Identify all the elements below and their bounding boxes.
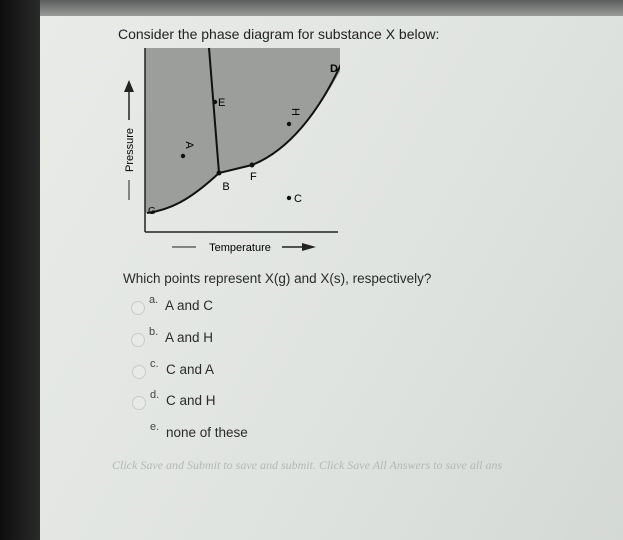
point-dot	[180, 153, 186, 159]
option-text[interactable]: C and A	[166, 361, 215, 377]
axis-arrowhead	[302, 243, 316, 251]
point-label: D	[330, 63, 338, 75]
option-letter: d.	[150, 389, 160, 402]
option-text[interactable]: none of these	[166, 425, 248, 441]
point-label: C	[294, 193, 302, 205]
option-letter: c.	[150, 357, 159, 370]
point-label: B	[222, 181, 229, 193]
phase-diagram: A B C D E F G H Pressure Temperature	[124, 47, 340, 254]
option-text[interactable]: A and C	[165, 298, 214, 313]
point-dot	[286, 195, 292, 201]
axis-label: Pressure	[124, 128, 136, 172]
point-dot	[212, 99, 218, 105]
point-label: G	[148, 206, 156, 217]
option-letter: a.	[149, 294, 159, 306]
point-label: F	[250, 171, 257, 183]
point-label: E	[218, 97, 225, 109]
option-text[interactable]: C and H	[166, 393, 216, 409]
point-dot	[249, 162, 255, 168]
top-bar	[40, 0, 623, 16]
radio-button[interactable]	[132, 396, 146, 411]
point-dot	[216, 170, 222, 176]
question-text: Consider the phase diagram for substance…	[118, 26, 440, 42]
footer-note: Click Save and Submit to save and submit…	[112, 458, 503, 472]
prompt-text: Which points represent X(g) and X(s), re…	[123, 271, 432, 286]
radio-button[interactable]	[131, 332, 145, 347]
point-dot	[286, 121, 292, 127]
shaded-region	[145, 48, 340, 213]
option-text[interactable]: A and H	[165, 329, 214, 345]
axis-label: Temperature	[209, 242, 271, 254]
point-label: H	[289, 108, 301, 116]
option-letter: e.	[150, 421, 160, 434]
option-letter: b.	[149, 325, 159, 338]
screen-bezel	[0, 0, 40, 540]
radio-button[interactable]	[132, 364, 146, 379]
radio-button[interactable]	[131, 301, 145, 315]
point-label: A	[183, 141, 195, 149]
content-area	[40, 16, 623, 540]
axis-arrowhead	[124, 80, 134, 92]
fusion-line	[208, 47, 220, 174]
